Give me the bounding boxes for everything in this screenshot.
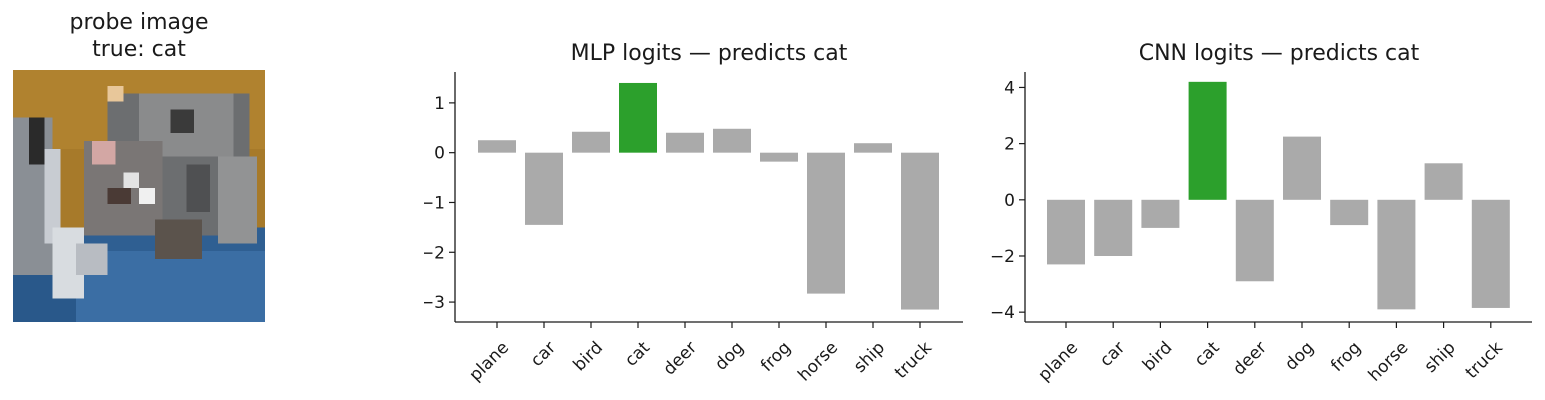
mlp-bar-car: [525, 152, 563, 225]
cnn-chart-title: CNN logits — predicts cat: [1139, 41, 1420, 66]
mlp-ytick-label: 0: [434, 144, 445, 164]
mlp-chart-title: MLP logits — predicts cat: [571, 41, 848, 66]
cnn-bar-cat: [1188, 81, 1227, 200]
cnn-xtick-label: cat: [1191, 338, 1224, 371]
mlp-ytick-label: −2: [424, 243, 445, 263]
cnn-ytick-label: −2: [990, 247, 1015, 267]
mlp-xtick-label: dog: [711, 338, 748, 375]
probe-title-line2: true: cat: [92, 37, 186, 62]
mlp-xtick-label: bird: [570, 338, 607, 375]
cnn-logits-chart: CNN logits — predicts cat plane car bird ca…: [990, 41, 1532, 386]
mlp-ytick-label: 1: [434, 94, 445, 114]
cnn-xtick-label: car: [1096, 338, 1129, 371]
probe-title-line1: probe image: [69, 10, 209, 35]
mlp-bar-bird: [572, 131, 610, 153]
cnn-xtick-label: frog: [1327, 338, 1365, 376]
mlp-xtick-label: car: [527, 338, 560, 371]
cnn-ytick-label: 4: [1004, 78, 1015, 98]
mlp-xtick-label: ship: [850, 338, 889, 377]
cnn-xtick-label: dog: [1281, 338, 1318, 375]
cnn-bar-bird: [1141, 199, 1180, 228]
mlp-bar-frog: [760, 152, 798, 162]
mlp-xtick-label: plane: [466, 338, 513, 385]
mlp-xtick-label: truck: [891, 338, 936, 383]
cnn-xtick-label: truck: [1462, 338, 1507, 383]
mlp-ytick-label: −1: [424, 193, 445, 213]
mlp-xtick-label: cat: [621, 338, 654, 371]
cnn-xtick-label: deer: [1229, 338, 1271, 380]
mlp-bar-truck: [901, 152, 939, 310]
cnn-bar-dog: [1283, 136, 1321, 200]
mlp-logits-chart: MLP logits — predicts cat plane car bird ca…: [424, 41, 963, 386]
cnn-bar-ship: [1424, 163, 1463, 200]
cnn-xtick-label: ship: [1421, 338, 1460, 377]
mlp-bar-dog: [713, 128, 751, 153]
cnn-bar-frog: [1330, 199, 1369, 226]
cnn-ytick-label: 2: [1004, 135, 1015, 155]
mlp-bar-cat: [619, 82, 657, 153]
cnn-xtick-label: bird: [1139, 338, 1176, 375]
cnn-ytick-label: 0: [1004, 191, 1015, 211]
cnn-xtick-label: horse: [1365, 338, 1413, 386]
mlp-xtick-label: frog: [757, 338, 795, 376]
cnn-xtick-label: plane: [1035, 338, 1082, 385]
probe-image: [13, 70, 265, 322]
cnn-bar-car: [1094, 199, 1133, 256]
mlp-bar-horse: [807, 152, 845, 294]
cnn-bar-plane: [1047, 199, 1085, 265]
cnn-bar-horse: [1377, 199, 1416, 310]
mlp-bar-deer: [666, 132, 704, 153]
mlp-ytick-label: −3: [424, 293, 445, 313]
cnn-bar-deer: [1235, 199, 1274, 282]
mlp-bar-plane: [478, 140, 516, 153]
cnn-bar-truck: [1471, 199, 1510, 308]
mlp-xtick-label: deer: [660, 338, 702, 380]
cnn-ytick-label: −4: [990, 303, 1015, 323]
mlp-bar-ship: [854, 143, 892, 153]
mlp-xtick-label: horse: [794, 338, 842, 386]
